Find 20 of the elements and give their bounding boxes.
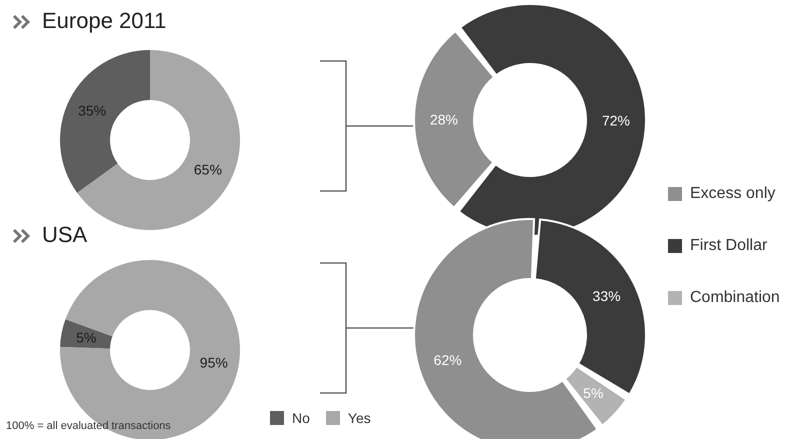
data-label: 62% [434, 352, 462, 368]
legend-label: Combination [690, 289, 780, 307]
data-label: 35% [78, 102, 106, 118]
donut-slice [60, 319, 112, 349]
data-label: 28% [430, 111, 458, 128]
data-label: 65% [194, 162, 222, 178]
data-label: 72% [602, 112, 630, 129]
legend-label: No [292, 410, 310, 426]
chart-title: USA [42, 222, 88, 248]
chart-title: Europe 2011 [42, 8, 166, 34]
donut-slice [60, 260, 240, 439]
data-label: 5% [76, 330, 96, 346]
text: 100% = all evaluated transactions [6, 420, 171, 432]
data-label: 5% [583, 385, 604, 402]
donut-slice [60, 50, 150, 193]
data-label: 33% [592, 288, 621, 304]
data-label: 95% [200, 354, 228, 370]
legend-label: First Dollar [690, 237, 768, 255]
legend-label: Excess only [690, 185, 776, 203]
legend-label: Yes [348, 410, 371, 426]
